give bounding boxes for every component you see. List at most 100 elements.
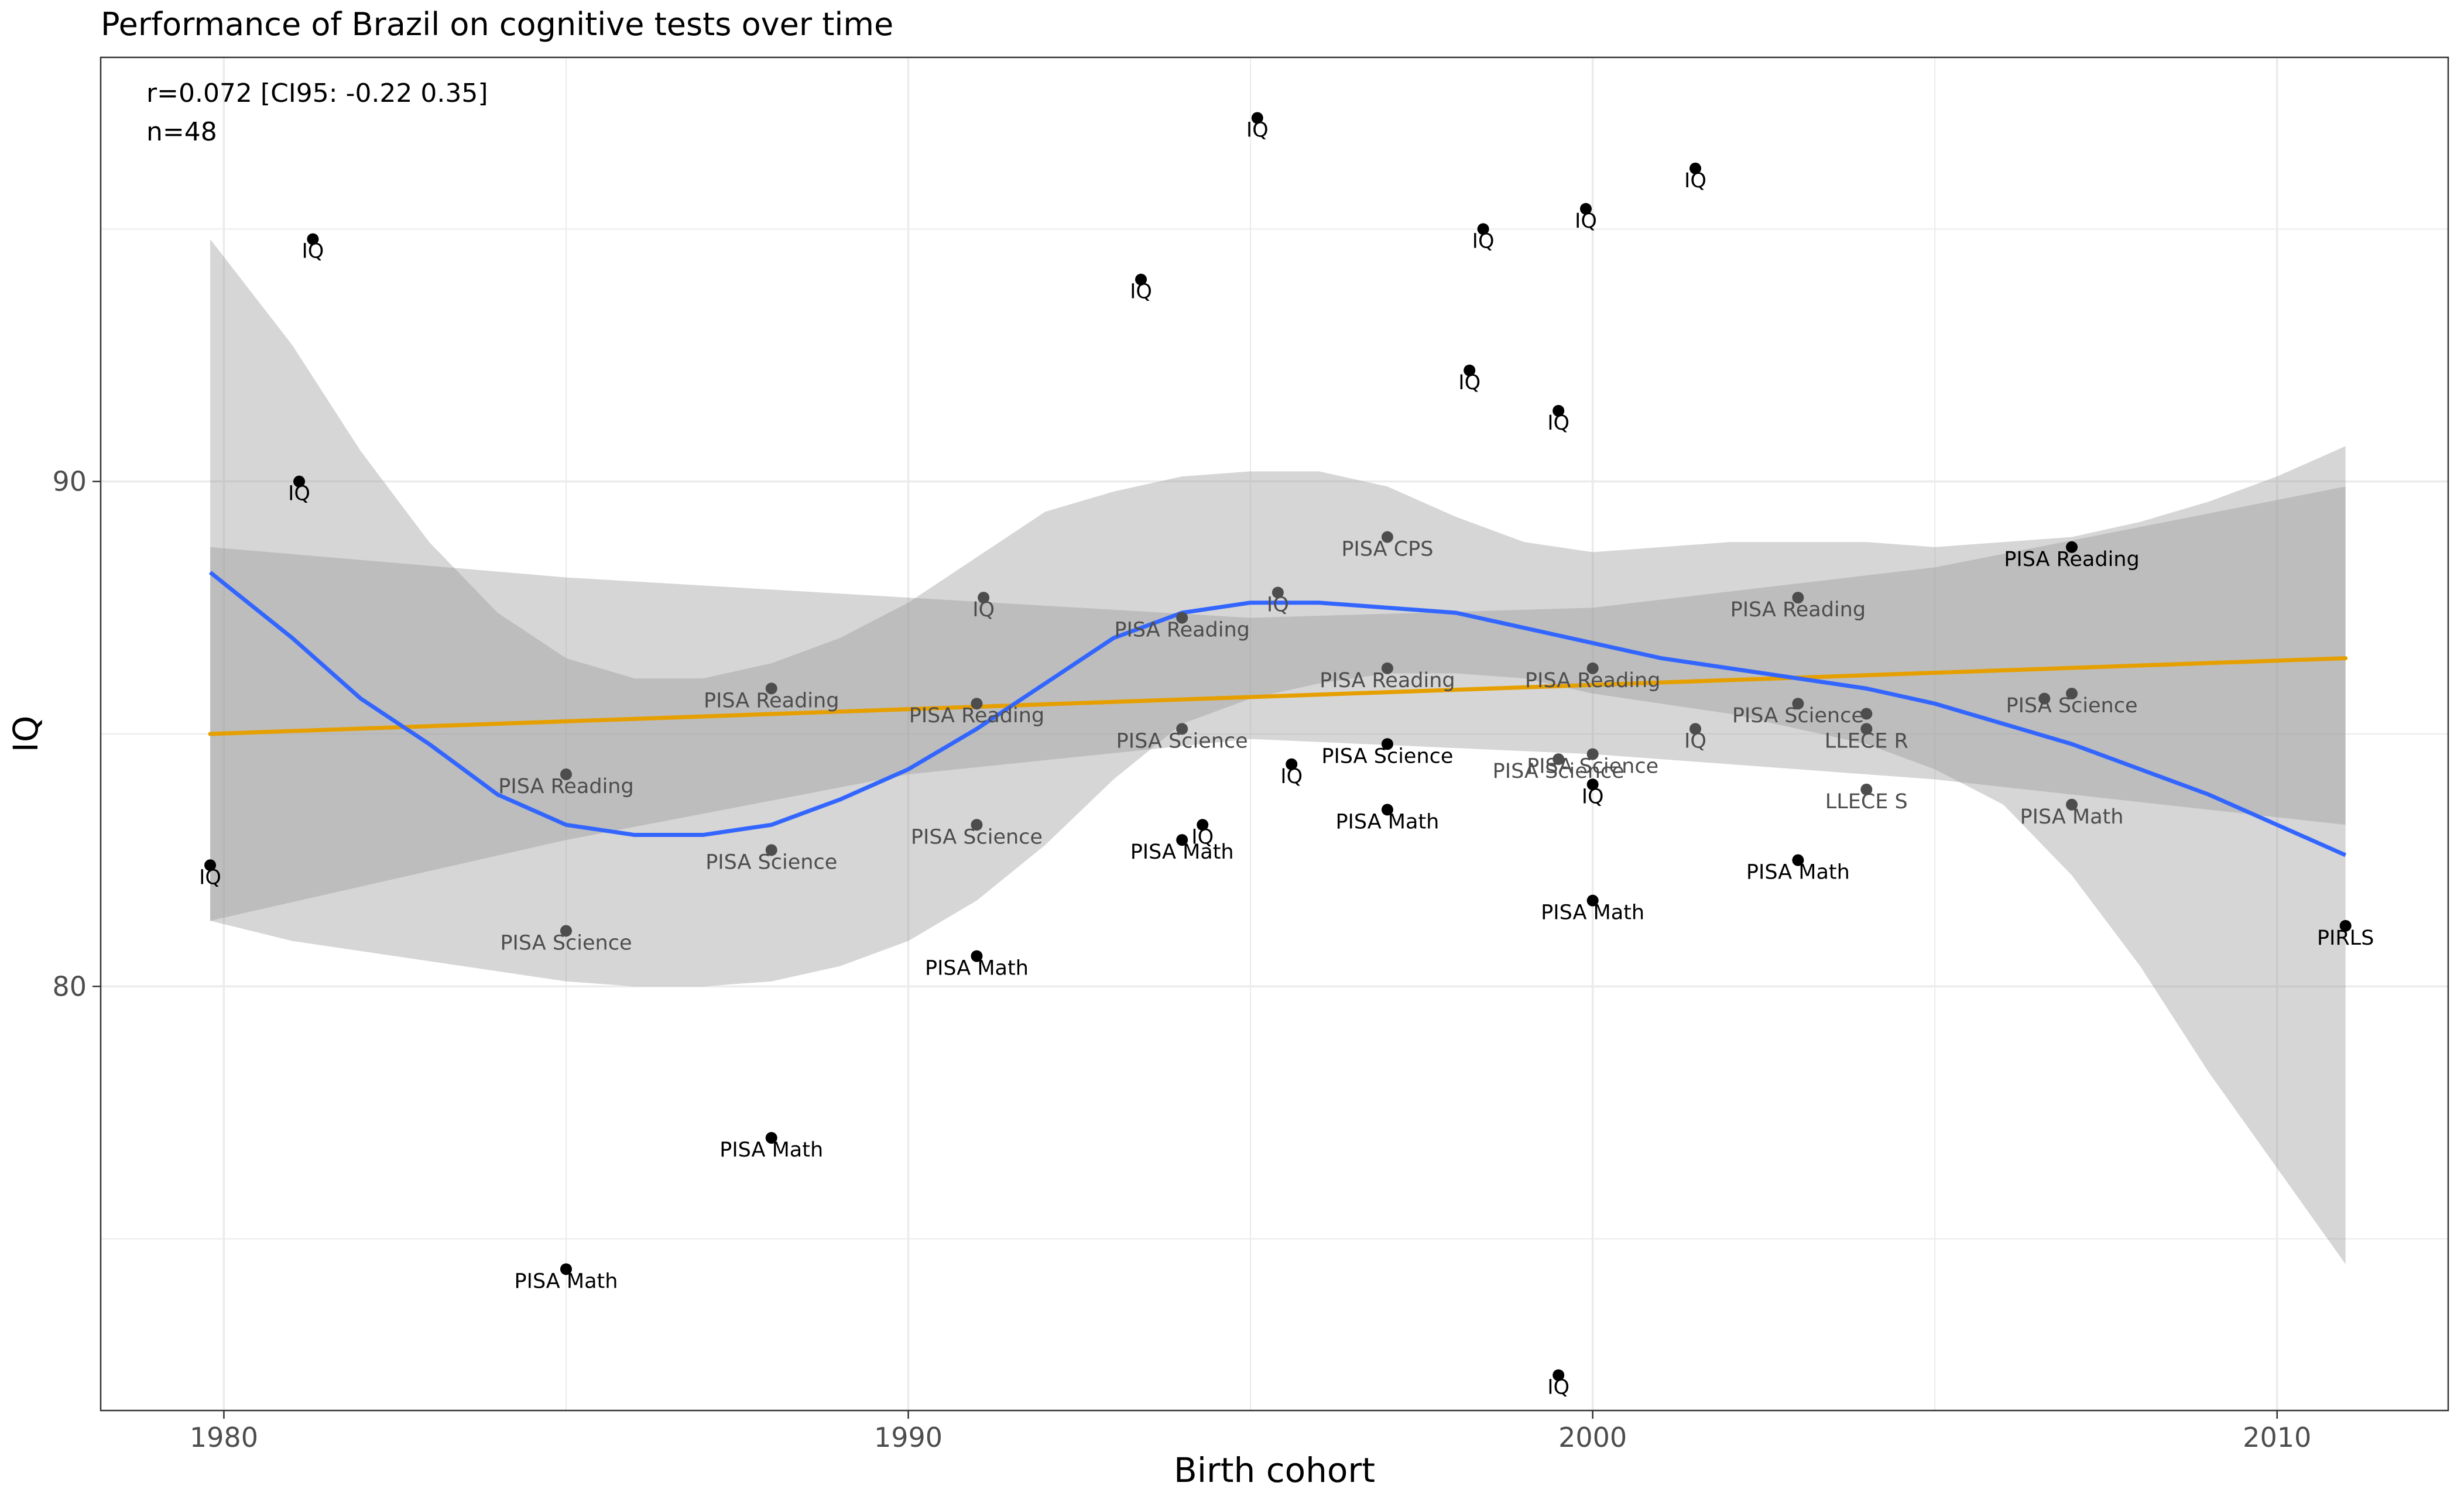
data-point — [1381, 662, 1393, 674]
y-tick-label: 90 — [52, 466, 87, 497]
point-label: PISA Science — [705, 850, 837, 874]
data-point — [1176, 723, 1188, 735]
data-point — [1553, 1369, 1565, 1381]
point-label: PISA Math — [515, 1269, 618, 1293]
data-point — [1792, 592, 1804, 604]
point-label: PISA Science — [1527, 755, 1658, 778]
point-label: PISA Science — [1732, 704, 1864, 728]
point-label: PISA Reading — [1525, 669, 1660, 692]
point-label: PISA Reading — [1114, 619, 1249, 642]
data-point — [971, 698, 983, 710]
loess-confidence-band — [210, 239, 2346, 1264]
data-point — [560, 768, 572, 781]
data-point — [1197, 819, 1209, 831]
x-tick-label: 2000 — [1558, 1422, 1627, 1453]
x-axis-title: Birth cohort — [1174, 1450, 1375, 1490]
data-point — [765, 844, 777, 856]
data-point — [1579, 203, 1592, 215]
data-points — [204, 112, 2352, 1381]
data-point — [765, 682, 777, 695]
panel-border — [100, 56, 2449, 1412]
point-label: IQ — [1280, 765, 1303, 788]
point-label: PISA Reading — [704, 689, 839, 712]
data-point — [1286, 758, 1298, 770]
point-label: PISA Reading — [1320, 669, 1455, 692]
y-axis-title: IQ — [6, 716, 46, 753]
data-point — [1464, 364, 1476, 376]
data-point — [1586, 662, 1599, 674]
x-tick-label: 1990 — [874, 1422, 943, 1453]
point-label: IQ — [1547, 411, 1569, 435]
data-point — [1477, 223, 1489, 235]
point-label: IQ — [1575, 210, 1597, 233]
data-point — [1792, 698, 1804, 710]
point-label: PISA Math — [1335, 810, 1439, 833]
point-label: PISA Math — [719, 1138, 823, 1162]
linear-fit-line — [208, 656, 2348, 736]
point-label: PISA Science — [1116, 729, 1248, 753]
data-point — [1586, 894, 1599, 907]
data-point — [971, 819, 983, 831]
stat-n: n=48 — [146, 117, 217, 147]
point-label: PISA Reading — [2004, 548, 2139, 571]
confidence-bands — [210, 239, 2346, 1264]
y-tick-label: 80 — [52, 970, 87, 1002]
data-point — [1586, 778, 1599, 791]
data-point — [1381, 531, 1393, 543]
data-point — [293, 475, 306, 488]
point-labels: IQ IQ IQ PISA Reading PISA Science PISA Math P… — [199, 119, 2374, 1399]
data-point — [971, 950, 983, 962]
point-label: PISA Science — [2006, 694, 2137, 718]
data-point — [1860, 708, 1873, 720]
data-point — [1553, 753, 1565, 766]
point-label: PIRLS — [2317, 926, 2374, 950]
data-point — [560, 925, 572, 937]
point-label: PISA Reading — [1730, 598, 1866, 622]
data-point — [978, 592, 990, 604]
data-point — [1860, 783, 1873, 795]
point-label: PISA Science — [1493, 760, 1625, 783]
loess-fit-line — [208, 571, 2347, 857]
point-label: IQ — [199, 866, 221, 889]
data-point — [1860, 723, 1873, 735]
x-axis-ticks: 1980 1990 2000 2010 — [190, 1411, 2311, 1453]
point-label: IQ — [972, 598, 995, 622]
point-label: IQ — [1267, 593, 1289, 616]
data-point — [2038, 692, 2051, 705]
point-label: IQ — [1472, 229, 1495, 253]
data-point — [1689, 162, 1701, 174]
data-point — [1251, 112, 1263, 124]
data-point — [1381, 738, 1393, 750]
point-label: PISA Reading — [498, 775, 633, 798]
x-tick-label: 1980 — [190, 1422, 258, 1453]
chart-title: Performance of Brazil on cognitive tests… — [101, 6, 893, 43]
point-label: PISA Math — [1541, 901, 1644, 925]
point-label: IQ — [301, 240, 324, 263]
data-point — [1135, 273, 1147, 286]
point-label: LLECE R — [1825, 729, 1908, 753]
point-label: PISA CPS — [1341, 538, 1433, 561]
point-label: PISA Science — [911, 825, 1043, 849]
point-label: IQ — [1684, 169, 1706, 193]
point-label: IQ — [1130, 280, 1152, 304]
data-point — [1586, 748, 1599, 760]
point-label: PISA Math — [1746, 861, 1850, 884]
point-label: IQ — [1684, 729, 1706, 753]
data-point — [307, 233, 319, 245]
point-label: IQ — [1582, 785, 1604, 808]
data-point — [1381, 804, 1393, 816]
point-label: IQ — [288, 482, 310, 506]
point-label: PISA Math — [2020, 805, 2124, 829]
stat-correlation: r=0.072 [CI95: -0.22 0.35] — [146, 78, 488, 108]
point-label: IQ — [1547, 1376, 1569, 1399]
point-label: IQ — [1191, 825, 1214, 849]
data-point — [560, 1263, 572, 1275]
data-point — [1689, 723, 1701, 735]
point-label: PISA Reading — [909, 704, 1044, 728]
data-point — [1176, 834, 1188, 846]
point-label: PISA Science — [1321, 744, 1453, 768]
point-label: PISA Math — [925, 957, 1029, 980]
data-point — [765, 1132, 777, 1144]
point-label: LLECE S — [1825, 790, 1908, 814]
